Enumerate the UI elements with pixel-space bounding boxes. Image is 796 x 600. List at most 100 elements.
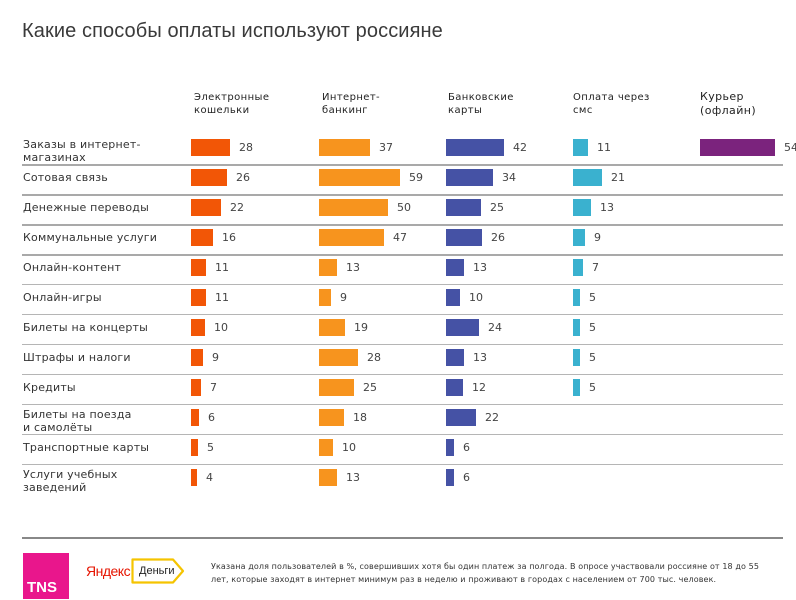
bar-2	[319, 169, 400, 186]
series-header: Курьер (офлайн)	[700, 90, 756, 118]
data-label: 5	[207, 441, 214, 454]
series-header-line: Банковские	[448, 92, 514, 103]
data-label: 9	[340, 291, 347, 304]
data-label: 25	[363, 381, 377, 394]
row-divider	[22, 224, 783, 226]
bar-2	[319, 349, 358, 366]
bar-3	[446, 379, 463, 396]
category-label: Денежные переводы	[23, 201, 149, 214]
category-label: Штрафы и налоги	[23, 351, 131, 364]
data-label: 7	[210, 381, 217, 394]
data-label: 59	[409, 171, 423, 184]
data-label: 6	[463, 441, 470, 454]
data-label: 13	[473, 351, 487, 364]
data-label: 4	[206, 471, 213, 484]
bar-1	[191, 169, 227, 186]
data-label: 24	[488, 321, 502, 334]
dengi-logo-text: Деньги	[139, 565, 175, 577]
data-label: 42	[513, 141, 527, 154]
data-label: 5	[589, 291, 596, 304]
bar-3	[446, 289, 460, 306]
data-label: 5	[589, 381, 596, 394]
category-label: Онлайн-игры	[23, 291, 102, 304]
row-divider	[22, 374, 783, 375]
bar-3	[446, 229, 482, 246]
row-divider	[22, 404, 783, 405]
bar-3	[446, 199, 481, 216]
bar-1	[191, 469, 197, 486]
bar-2	[319, 319, 345, 336]
data-label: 5	[589, 351, 596, 364]
bar-3	[446, 469, 454, 486]
row-divider	[22, 164, 783, 166]
bar-4	[573, 379, 580, 396]
footnote-line-2: лет, которые заходят в интернет минимум …	[211, 575, 717, 584]
category-label-line: и самолёты	[23, 421, 93, 434]
series-header-line: банкинг	[322, 105, 368, 116]
bar-2	[319, 229, 384, 246]
series-header-line: карты	[448, 105, 483, 116]
data-label: 19	[354, 321, 368, 334]
category-label-line: Заказы в интернет-	[23, 138, 141, 151]
row-divider	[22, 314, 783, 315]
category-label-line: Кредиты	[23, 381, 76, 394]
bar-2	[319, 409, 344, 426]
row-divider	[22, 434, 783, 435]
tns-logo: TNS	[23, 553, 69, 599]
row-divider	[22, 464, 783, 465]
category-label-line: Коммунальные услуги	[23, 231, 158, 244]
yandex-dengi-logo-frame	[131, 558, 185, 584]
category-label-line: Сотовая связь	[23, 171, 108, 184]
data-label: 13	[346, 261, 360, 274]
data-label: 13	[600, 201, 614, 214]
data-label: 12	[472, 381, 486, 394]
category-label: Услуги учебных заведений	[23, 468, 117, 494]
data-label: 47	[393, 231, 407, 244]
category-label: Транспортные карты	[23, 441, 149, 454]
category-label: Билеты на поезда и самолёты	[23, 408, 132, 434]
category-label-line: Онлайн-игры	[23, 291, 102, 304]
series-header-line: Интернет-	[322, 92, 381, 103]
category-label-line: Услуги учебных	[23, 468, 118, 481]
series-header-line: Электронные	[194, 92, 270, 103]
bar-4	[573, 349, 580, 366]
bar-2	[319, 469, 337, 486]
data-label: 26	[236, 171, 250, 184]
data-label: 10	[214, 321, 228, 334]
data-label: 9	[594, 231, 601, 244]
bar-4	[573, 229, 585, 246]
category-label-line: Билеты на концерты	[23, 321, 149, 334]
bar-3	[446, 139, 504, 156]
data-label: 21	[611, 171, 625, 184]
series-header: Банковские карты	[448, 91, 514, 117]
bar-4	[573, 319, 580, 336]
data-label: 18	[353, 411, 367, 424]
footer-divider	[22, 537, 783, 539]
data-label: 10	[342, 441, 356, 454]
bar-1	[191, 229, 213, 246]
yandex-logo: Яндекс	[86, 563, 131, 579]
data-label: 25	[490, 201, 504, 214]
row-divider	[22, 194, 783, 196]
category-label-line: Штрафы и налоги	[23, 351, 131, 364]
bar-1	[191, 319, 205, 336]
bar-3	[446, 409, 476, 426]
category-label-line: заведений	[23, 481, 87, 494]
bar-4	[573, 199, 591, 216]
series-header-line: Курьер	[700, 90, 744, 103]
bar-2	[319, 139, 370, 156]
tns-logo-text: TNS	[27, 579, 57, 596]
bar-2	[319, 439, 333, 456]
series-header: Интернет-банкинг	[322, 91, 380, 117]
bar-2	[319, 199, 388, 216]
bar-1	[191, 349, 203, 366]
row-divider	[22, 344, 783, 345]
category-label: Заказы в интернет-магазинах	[23, 138, 141, 164]
footnote-line-1: Указана доля пользователей в %, совершив…	[211, 562, 760, 571]
bar-2	[319, 289, 331, 306]
bar-3	[446, 349, 464, 366]
bar-1	[191, 139, 230, 156]
category-label-line: магазинах	[23, 151, 86, 164]
bar-4	[573, 259, 583, 276]
data-label: 28	[367, 351, 381, 364]
